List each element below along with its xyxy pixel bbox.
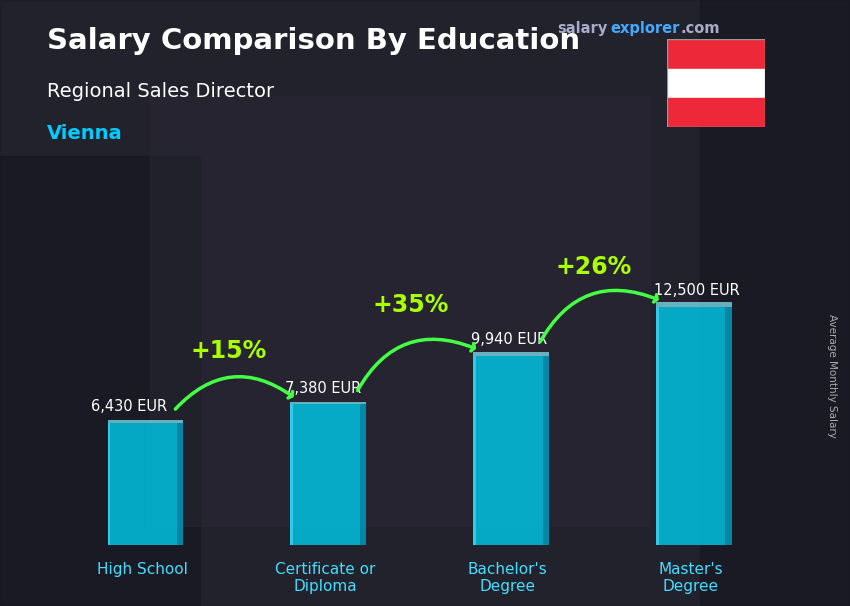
- Bar: [656, 302, 732, 307]
- Text: .com: .com: [680, 21, 719, 36]
- Bar: [108, 422, 177, 545]
- Text: 6,430 EUR: 6,430 EUR: [91, 399, 167, 414]
- Text: +35%: +35%: [373, 293, 449, 317]
- Bar: [150, 96, 650, 526]
- Text: 12,500 EUR: 12,500 EUR: [654, 283, 740, 298]
- Bar: [0, 156, 200, 606]
- Bar: [656, 307, 659, 545]
- Text: Regional Sales Director: Regional Sales Director: [47, 82, 274, 101]
- Text: salary: salary: [557, 21, 607, 36]
- Bar: [360, 404, 366, 545]
- Text: 9,940 EUR: 9,940 EUR: [471, 332, 547, 347]
- Bar: [108, 421, 184, 422]
- Bar: [667, 68, 765, 98]
- Text: 7,380 EUR: 7,380 EUR: [285, 381, 361, 396]
- Bar: [177, 422, 184, 545]
- Text: explorer: explorer: [610, 21, 680, 36]
- Bar: [291, 404, 293, 545]
- Bar: [291, 404, 360, 545]
- Text: Vienna: Vienna: [47, 124, 122, 143]
- Bar: [473, 356, 476, 545]
- Text: +15%: +15%: [190, 339, 266, 362]
- Text: Salary Comparison By Education: Salary Comparison By Education: [47, 27, 580, 55]
- Bar: [667, 98, 765, 127]
- Bar: [291, 402, 366, 404]
- Bar: [700, 0, 850, 606]
- Bar: [473, 352, 549, 356]
- Bar: [667, 39, 765, 68]
- Bar: [542, 356, 549, 545]
- Text: Average Monthly Salary: Average Monthly Salary: [827, 314, 837, 438]
- Bar: [108, 422, 110, 545]
- Text: +26%: +26%: [556, 255, 632, 279]
- Bar: [473, 356, 542, 545]
- Bar: [656, 307, 725, 545]
- Bar: [725, 307, 732, 545]
